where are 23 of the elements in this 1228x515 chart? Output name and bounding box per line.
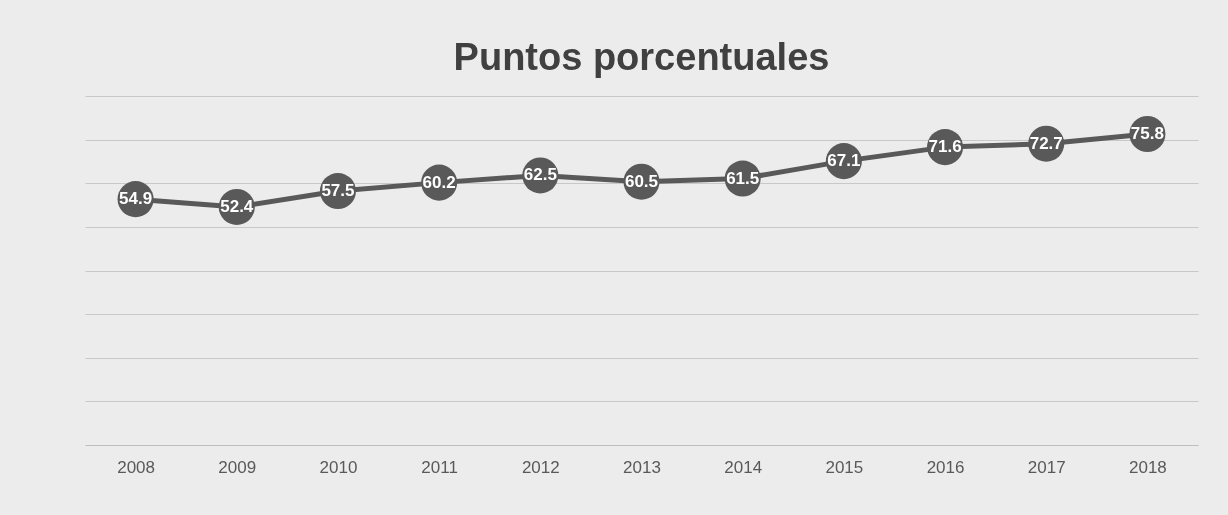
data-label: 62.5: [523, 165, 557, 185]
data-label: 57.5: [321, 181, 355, 201]
x-tick-label: 2017: [1027, 457, 1066, 477]
data-label: 60.2: [422, 172, 456, 192]
data-label: 54.9: [119, 189, 153, 209]
x-tick-label: 2014: [724, 457, 763, 477]
x-tick-label: 2011: [421, 457, 458, 477]
data-label: 52.4: [220, 196, 254, 216]
x-tick-label: 2016: [926, 457, 965, 477]
x-tick-label: 2012: [521, 457, 560, 477]
data-label: 60.5: [624, 171, 659, 191]
x-tick-label: 2018: [1128, 457, 1167, 477]
x-tick-label: 2010: [319, 457, 358, 477]
x-tick-label: 2008: [117, 457, 155, 477]
data-label: 61.5: [726, 168, 760, 188]
x-tick-label: 2009: [218, 457, 257, 477]
chart-title: Puntos porcentuales: [453, 36, 830, 78]
data-label: 67.1: [827, 151, 861, 171]
data-label: 71.6: [928, 137, 962, 157]
data-label: 75.8: [1130, 124, 1164, 144]
data-label: 72.7: [1029, 133, 1063, 153]
x-tick-label: 2013: [623, 457, 661, 477]
x-tick-label: 2015: [825, 457, 864, 477]
